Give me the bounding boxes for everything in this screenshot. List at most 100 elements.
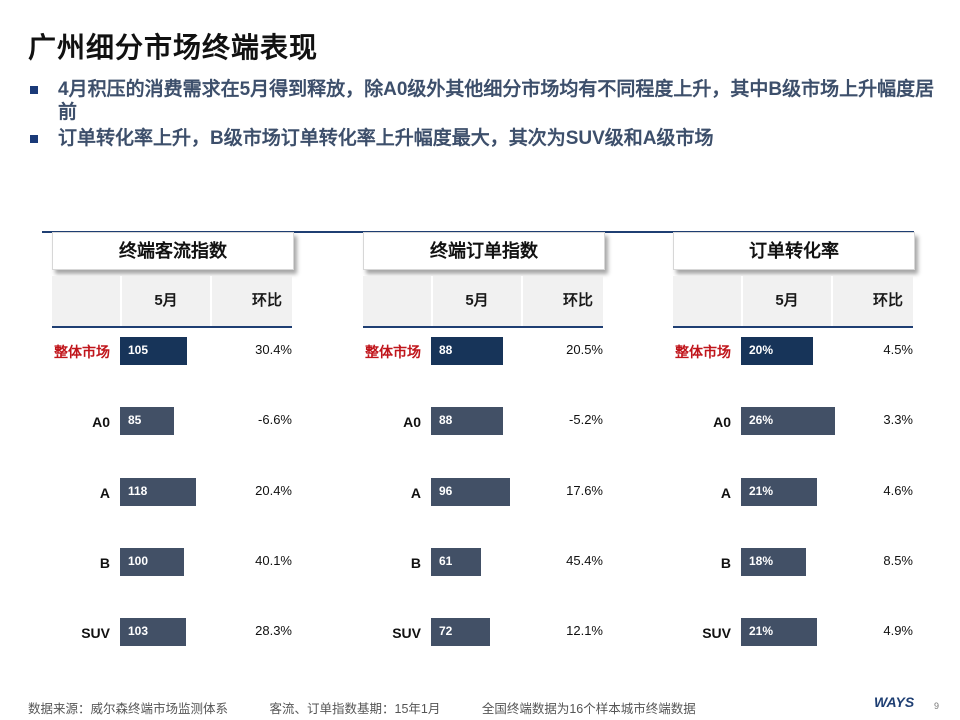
header-cell-blank bbox=[363, 276, 431, 326]
value-bar: 88 bbox=[431, 337, 503, 365]
header-change: 环比 bbox=[872, 292, 903, 309]
change-value: 4.5% bbox=[883, 342, 913, 357]
table-row: A0 88 -5.2% bbox=[353, 407, 603, 437]
table-row: 整体市场 105 30.4% bbox=[42, 337, 292, 367]
table-header: 5月 环比 bbox=[363, 276, 603, 328]
bar-value-label: 88 bbox=[439, 413, 453, 427]
page-number: 9 bbox=[934, 701, 940, 711]
value-bar: 72 bbox=[431, 618, 490, 646]
panel: 终端客流指数 5月 环比整体市场 105 30.4% A0 85 -6.6% A 118 20.4%… bbox=[42, 232, 294, 660]
table-row: B 18% 8.5% bbox=[663, 548, 913, 578]
table-row: SUV 21% 4.9% bbox=[663, 618, 913, 648]
bullet-text: 4月积压的消费需求在5月得到释放，除A0级外其他细分市场均有不同程度上升，其中B… bbox=[58, 79, 935, 123]
change-value: 8.5% bbox=[883, 553, 913, 568]
panel-title: 终端订单指数 bbox=[363, 232, 605, 270]
table-row: 整体市场 88 20.5% bbox=[353, 337, 603, 367]
bar-value-label: 85 bbox=[128, 413, 142, 427]
value-bar: 88 bbox=[431, 407, 503, 435]
change-value: 28.3% bbox=[255, 623, 292, 638]
value-bar: 18% bbox=[741, 548, 806, 576]
bullet-item: 订单转化率上升，B级市场订单转化率上升幅度最大，其次为SUV级和A级市场 bbox=[30, 127, 940, 150]
header-month: 5月 bbox=[741, 276, 833, 326]
row-label: 整体市场 bbox=[365, 344, 421, 360]
value-bar: 85 bbox=[120, 407, 174, 435]
bar-value-label: 21% bbox=[749, 624, 774, 638]
change-value: 3.3% bbox=[883, 412, 913, 427]
table-row: A0 85 -6.6% bbox=[42, 407, 292, 437]
footer: 数据来源：威尔森终端市场监测体系 客流、订单指数基期：15年1月 全国终端数据为… bbox=[28, 698, 734, 717]
bullet-item: 4月积压的消费需求在5月得到释放，除A0级外其他细分市场均有不同程度上升，其中B… bbox=[30, 78, 940, 124]
panel-title: 订单转化率 bbox=[673, 232, 915, 270]
value-bar: 20% bbox=[741, 337, 813, 365]
row-label: A bbox=[720, 485, 731, 501]
change-value: 40.1% bbox=[255, 553, 292, 568]
value-bar: 103 bbox=[120, 618, 186, 646]
row-label: 整体市场 bbox=[675, 344, 731, 360]
bar-value-label: 103 bbox=[128, 624, 149, 638]
change-value: 20.4% bbox=[255, 483, 292, 498]
table-row: A0 26% 3.3% bbox=[663, 407, 913, 437]
table-row: A 21% 4.6% bbox=[663, 478, 913, 508]
bar-value-label: 18% bbox=[749, 554, 774, 568]
row-label: SUV bbox=[81, 625, 110, 641]
change-value: -5.2% bbox=[569, 412, 603, 427]
table-header: 5月 环比 bbox=[673, 276, 913, 328]
header-cell-blank bbox=[673, 276, 741, 326]
panel: 终端订单指数 5月 环比 整体市场 88 20.5% A0 88 -5.2% A 96 17.6% B 6… bbox=[353, 232, 605, 660]
bar-value-label: 20% bbox=[749, 343, 774, 357]
bar-value-label: 61 bbox=[439, 554, 453, 568]
row-label: SUV bbox=[392, 625, 421, 641]
table-row: 整体市场 20% 4.5% bbox=[663, 337, 913, 367]
row-label: B bbox=[410, 555, 421, 571]
footer-source: 数据来源：威尔森终端市场监测体系 bbox=[28, 702, 229, 716]
table-row: SUV 103 28.3% bbox=[42, 618, 292, 648]
row-label: SUV bbox=[702, 625, 731, 641]
row-label: A bbox=[410, 485, 421, 501]
row-label: A bbox=[99, 485, 110, 501]
change-value: 4.9% bbox=[883, 623, 913, 638]
value-bar: 21% bbox=[741, 478, 817, 506]
value-bar: 105 bbox=[120, 337, 187, 365]
value-bar: 96 bbox=[431, 478, 510, 506]
bar-value-label: 105 bbox=[128, 343, 149, 357]
page-title: 广州细分市场终端表现 bbox=[28, 32, 319, 63]
table-row: SUV 72 12.1% bbox=[353, 618, 603, 648]
header-change: 环比 bbox=[562, 292, 593, 309]
row-label: A0 bbox=[92, 414, 110, 430]
row-label: A0 bbox=[713, 414, 731, 430]
value-bar: 21% bbox=[741, 618, 817, 646]
change-value: 45.4% bbox=[566, 553, 603, 568]
bar-value-label: 72 bbox=[439, 624, 453, 638]
bar-value-label: 96 bbox=[439, 484, 453, 498]
value-bar: 100 bbox=[120, 548, 184, 576]
bar-value-label: 100 bbox=[128, 554, 149, 568]
table-row: A 118 20.4% bbox=[42, 478, 292, 508]
square-bullet-icon bbox=[30, 86, 38, 94]
header-cell-blank bbox=[52, 276, 120, 326]
bar-value-label: 26% bbox=[749, 413, 774, 427]
row-label: A0 bbox=[403, 414, 421, 430]
table-row: A 96 17.6% bbox=[353, 478, 603, 508]
table-header: 5月 环比 bbox=[52, 276, 292, 328]
table-row: B 100 40.1% bbox=[42, 548, 292, 578]
table-row: B 61 45.4% bbox=[353, 548, 603, 578]
change-value: 30.4% bbox=[255, 342, 292, 357]
square-bullet-icon bbox=[30, 135, 38, 143]
row-label: 整体市场 bbox=[54, 344, 110, 360]
footer-base: 客流、订单指数基期：15年1月 bbox=[269, 702, 441, 716]
logo-text: WAYS bbox=[874, 694, 915, 710]
bullet-list: 4月积压的消费需求在5月得到释放，除A0级外其他细分市场均有不同程度上升，其中B… bbox=[30, 78, 940, 153]
bar-value-label: 88 bbox=[439, 343, 453, 357]
footer-note: 全国终端数据为16个样本城市终端数据 bbox=[481, 702, 696, 716]
change-value: 12.1% bbox=[566, 623, 603, 638]
change-value: 4.6% bbox=[883, 483, 913, 498]
bullet-text: 订单转化率上升，B级市场订单转化率上升幅度最大，其次为SUV级和A级市场 bbox=[58, 128, 714, 149]
panel: 订单转化率 5月 环比 整体市场 20% 4.5% A0 26% 3.3% A 21% 4.6% B 18… bbox=[663, 232, 915, 660]
ways-logo: WAYS bbox=[874, 694, 914, 710]
change-value: -6.6% bbox=[258, 412, 292, 427]
value-bar: 26% bbox=[741, 407, 835, 435]
change-value: 17.6% bbox=[566, 483, 603, 498]
panel-title: 终端客流指数 bbox=[52, 232, 294, 270]
value-bar: 61 bbox=[431, 548, 481, 576]
header-month: 5月 bbox=[431, 276, 523, 326]
